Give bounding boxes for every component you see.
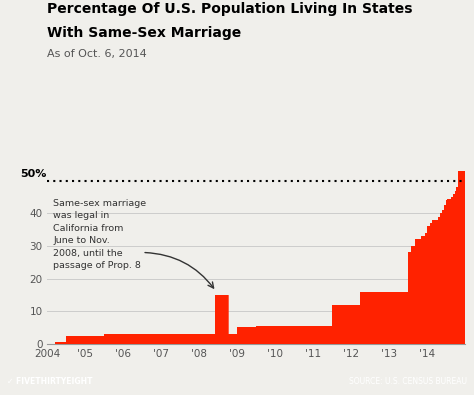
Text: 50%: 50% [20, 169, 46, 179]
Text: SOURCE: U.S. CENSUS BUREAU: SOURCE: U.S. CENSUS BUREAU [349, 377, 467, 386]
Text: Same-sex marriage
was legal in
California from
June to Nov.
2008, until the
pass: Same-sex marriage was legal in Californi… [53, 199, 146, 270]
Text: With Same-Sex Marriage: With Same-Sex Marriage [47, 26, 242, 40]
Text: As of Oct. 6, 2014: As of Oct. 6, 2014 [47, 49, 147, 59]
Text: ✓ FIVETHIRTYEIGHT: ✓ FIVETHIRTYEIGHT [7, 377, 92, 386]
Text: Percentage Of U.S. Population Living In States: Percentage Of U.S. Population Living In … [47, 2, 413, 16]
